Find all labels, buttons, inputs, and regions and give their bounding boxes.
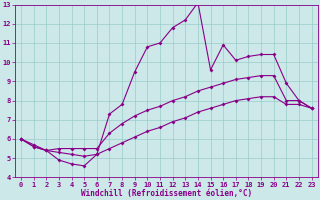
X-axis label: Windchill (Refroidissement éolien,°C): Windchill (Refroidissement éolien,°C) bbox=[81, 189, 252, 198]
